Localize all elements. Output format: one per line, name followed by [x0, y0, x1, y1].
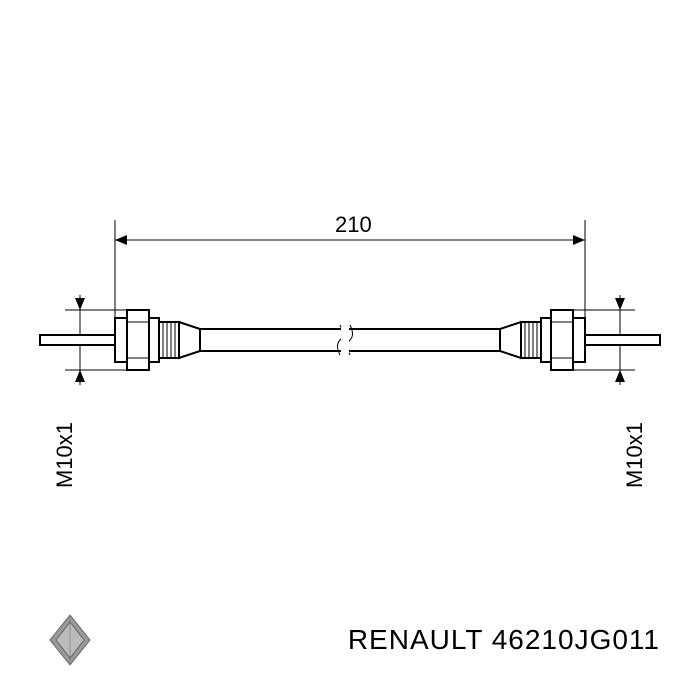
thread-label-left: M10x1	[52, 418, 78, 488]
hose-diagram-svg	[40, 100, 660, 500]
thread-label-right: M10x1	[622, 418, 648, 488]
brand-footer: RENAULT 46210JG011	[40, 610, 660, 670]
part-number-text: RENAULT 46210JG011	[348, 624, 660, 656]
technical-drawing: 210 M10x1 M10x1	[40, 100, 660, 500]
brand-name: RENAULT	[348, 624, 483, 655]
length-dimension-label: 210	[335, 212, 372, 238]
renault-logo-icon	[40, 610, 100, 670]
part-code: 46210JG011	[492, 624, 660, 655]
